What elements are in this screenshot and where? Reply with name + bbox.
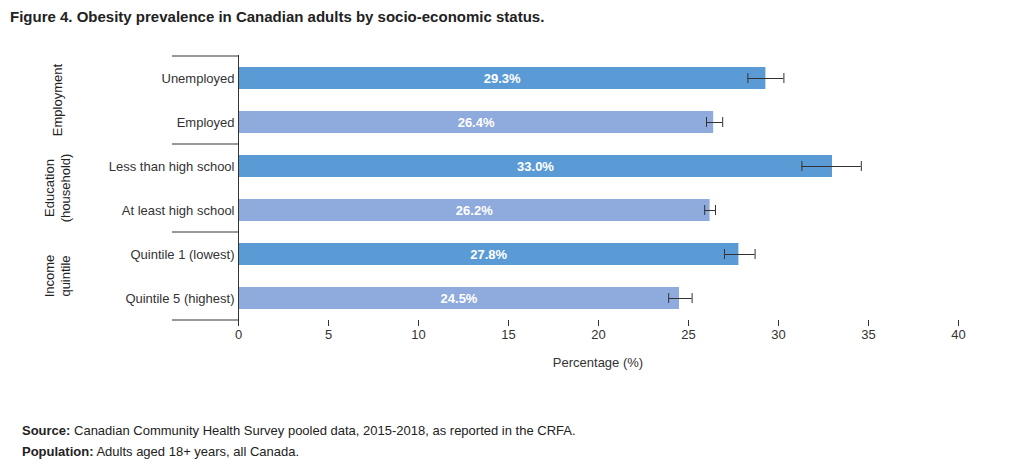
svg-text:0: 0 — [235, 327, 242, 342]
html-text:Population: Adults aged 18+ ye: Population: Adults aged 18+ years, all C… — [22, 444, 300, 459]
svg-text:Employed: Employed — [177, 115, 235, 130]
svg-text:Incomequintile: Incomequintile — [42, 255, 73, 298]
svg-text:Quintile 5 (highest): Quintile 5 (highest) — [125, 291, 234, 306]
svg-text:29.3%: 29.3% — [484, 71, 521, 86]
html-text:Figure 4. Obesity prevalence i: Figure 4. Obesity prevalence in Canadian… — [10, 8, 545, 25]
svg-text:30: 30 — [771, 327, 785, 342]
svg-text:24.5%: 24.5% — [441, 291, 478, 306]
svg-text:At least high school: At least high school — [122, 203, 235, 218]
svg-text:Quintile 1 (lowest): Quintile 1 (lowest) — [130, 247, 234, 262]
svg-text:27.8%: 27.8% — [470, 247, 507, 262]
svg-text:5: 5 — [325, 327, 332, 342]
svg-text:26.2%: 26.2% — [456, 203, 493, 218]
svg-text:Unemployed: Unemployed — [162, 71, 235, 86]
svg-text:Percentage (%): Percentage (%) — [553, 355, 643, 370]
svg-text:25: 25 — [681, 327, 695, 342]
svg-text:40: 40 — [951, 327, 965, 342]
html-text:Source: Canadian Community Hea: Source: Canadian Community Health Survey… — [22, 423, 576, 438]
svg-text:Education(household): Education(household) — [42, 154, 73, 223]
svg-text:15: 15 — [501, 327, 515, 342]
svg-text:35: 35 — [861, 327, 875, 342]
svg-text:20: 20 — [591, 327, 605, 342]
svg-text:10: 10 — [411, 327, 425, 342]
svg-text:33.0%: 33.0% — [517, 159, 554, 174]
svg-text:26.4%: 26.4% — [458, 115, 495, 130]
svg-text:Less than high school: Less than high school — [109, 159, 235, 174]
svg-text:Employment: Employment — [50, 63, 65, 136]
